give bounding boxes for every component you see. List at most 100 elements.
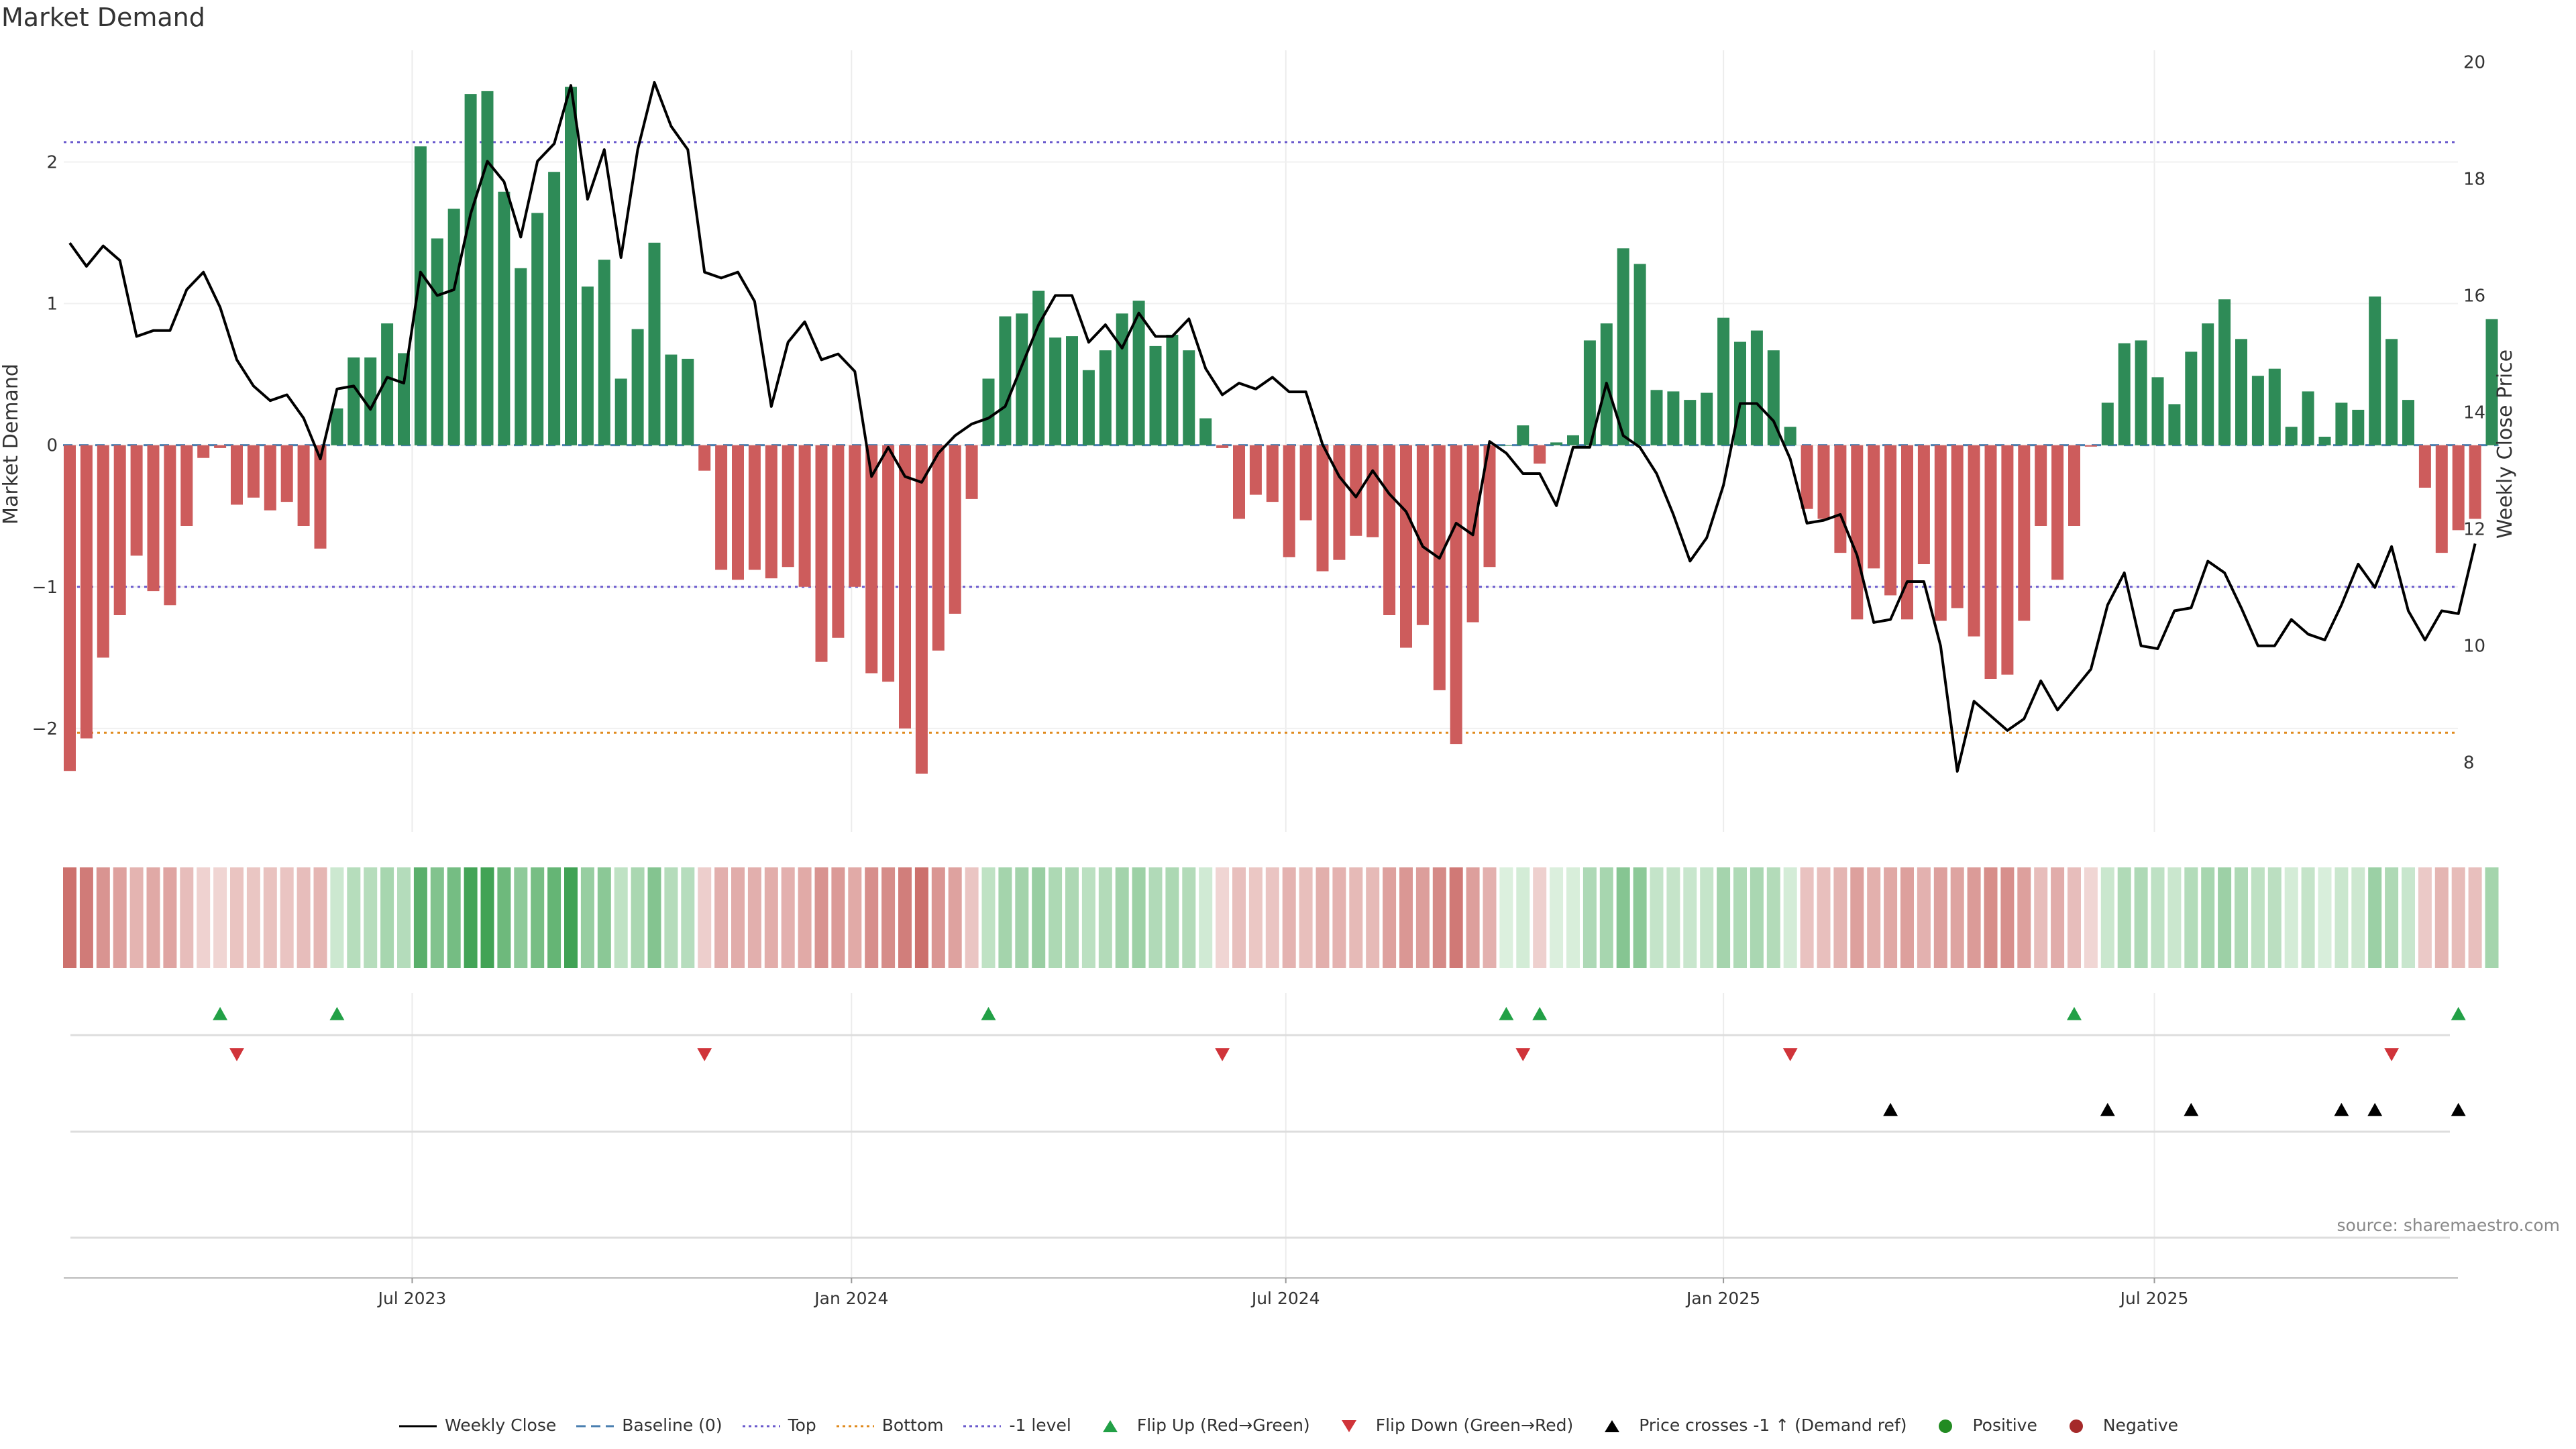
heat-cell	[2402, 867, 2415, 968]
heat-cell	[731, 867, 745, 968]
heat-cell	[197, 867, 211, 968]
legend-label: Negative	[2102, 1415, 2179, 1435]
price-cross-marker	[2334, 1103, 2349, 1116]
demand-bar	[214, 445, 227, 448]
legend-label: Weekly Close	[444, 1415, 557, 1435]
heat-cell	[2051, 867, 2065, 968]
demand-bar	[447, 209, 460, 445]
demand-bar	[1450, 445, 1462, 745]
demand-bar	[1099, 350, 1112, 445]
heat-cell	[2100, 867, 2114, 968]
demand-bar	[1333, 445, 1346, 560]
demand-bar	[2218, 299, 2231, 445]
demand-bar	[1667, 391, 1680, 445]
demand-bar	[882, 445, 895, 682]
heat-cell	[263, 867, 277, 968]
heat-cell	[1900, 867, 1914, 968]
heat-cell	[564, 867, 578, 968]
heat-cell	[1717, 867, 1731, 968]
heat-cell	[1165, 867, 1179, 968]
heat-cell	[1216, 867, 1230, 968]
heat-cell	[2368, 867, 2382, 968]
legend-swatch	[1341, 1420, 1356, 1432]
heat-cell	[1015, 867, 1029, 968]
demand-bar	[1750, 330, 1763, 445]
heat-cell	[2167, 867, 2182, 968]
demand-bar	[297, 445, 310, 526]
demand-bar	[464, 94, 477, 445]
heat-cell	[1182, 867, 1196, 968]
legend-swatch	[1605, 1420, 1620, 1432]
x-tick-label: Jul 2024	[1250, 1289, 1320, 1308]
demand-bar	[982, 378, 995, 445]
demand-bar	[2418, 445, 2431, 488]
demand-bar	[2402, 400, 2414, 445]
heat-cell	[2468, 867, 2482, 968]
demand-bar	[1216, 445, 1229, 448]
heat-cell	[781, 867, 795, 968]
demand-bar	[1517, 425, 1529, 445]
demand-bar	[999, 316, 1012, 445]
demand-bar	[1717, 317, 1730, 445]
demand-bar	[264, 445, 276, 511]
heat-cell	[614, 867, 628, 968]
heat-cell	[497, 867, 511, 968]
demand-bar	[2051, 445, 2064, 580]
heat-cell	[948, 867, 962, 968]
heat-cell	[798, 867, 812, 968]
demand-bar	[1901, 445, 1913, 620]
legend-label: Flip Down (Green→Red)	[1375, 1415, 1574, 1435]
heat-cell	[1332, 867, 1346, 968]
demand-bar	[2251, 376, 2264, 445]
demand-bar	[1249, 445, 1262, 495]
legend-label: Price crosses -1 ↑ (Demand ref)	[1639, 1415, 1907, 1435]
heat-cell	[2201, 867, 2215, 968]
weekly-close-line	[68, 80, 2477, 773]
heat-cell	[1750, 867, 1764, 968]
heat-cell	[514, 867, 528, 968]
heat-cell	[2151, 867, 2165, 968]
demand-bar	[1383, 445, 1396, 615]
legend-item: Flip Up (Red→Green)	[1090, 1415, 1310, 1435]
heat-cell	[364, 867, 378, 968]
demand-bar	[2135, 340, 2147, 445]
flip-up-marker	[1499, 1007, 1514, 1020]
demand-bar	[231, 445, 243, 505]
demand-bar	[2168, 404, 2181, 445]
x-tick-label: Jan 2024	[813, 1289, 888, 1308]
heat-cell	[1950, 867, 1964, 968]
heat-cell	[1499, 867, 1513, 968]
heat-cell	[2251, 867, 2265, 968]
heat-cell	[330, 867, 344, 968]
y-axis-label: Market Demand	[0, 364, 23, 525]
heat-cell	[96, 867, 110, 968]
legend-item: Top	[741, 1415, 816, 1435]
heat-cell	[714, 867, 729, 968]
flip-down-marker	[1515, 1048, 1531, 1061]
legend-item: -1 level	[962, 1415, 1071, 1435]
demand-bar	[1149, 345, 1162, 445]
flip-down-marker	[1215, 1048, 1230, 1061]
heat-cell	[1248, 867, 1263, 968]
heat-cell	[2284, 867, 2298, 968]
demand-bar	[1032, 290, 1045, 445]
heat-cell	[1633, 867, 1647, 968]
legend-label: Bottom	[881, 1415, 944, 1435]
legend-swatch	[1102, 1420, 1118, 1432]
demand-bar	[431, 238, 443, 445]
heat-cell	[2334, 867, 2349, 968]
heat-cell	[1984, 867, 1998, 968]
heat-cell	[213, 867, 227, 968]
heat-cell	[1483, 867, 1497, 968]
heat-cell	[814, 867, 828, 968]
legend-swatch	[836, 1425, 874, 1428]
demand-bar	[1166, 335, 1179, 445]
demand-bar	[1851, 445, 1864, 620]
heat-cell	[2418, 867, 2432, 968]
legend-label: Baseline (0)	[622, 1415, 722, 1435]
demand-bar	[481, 91, 494, 445]
heat-cell	[447, 867, 461, 968]
heat-cell	[79, 867, 93, 968]
demand-bar	[1433, 445, 1446, 690]
